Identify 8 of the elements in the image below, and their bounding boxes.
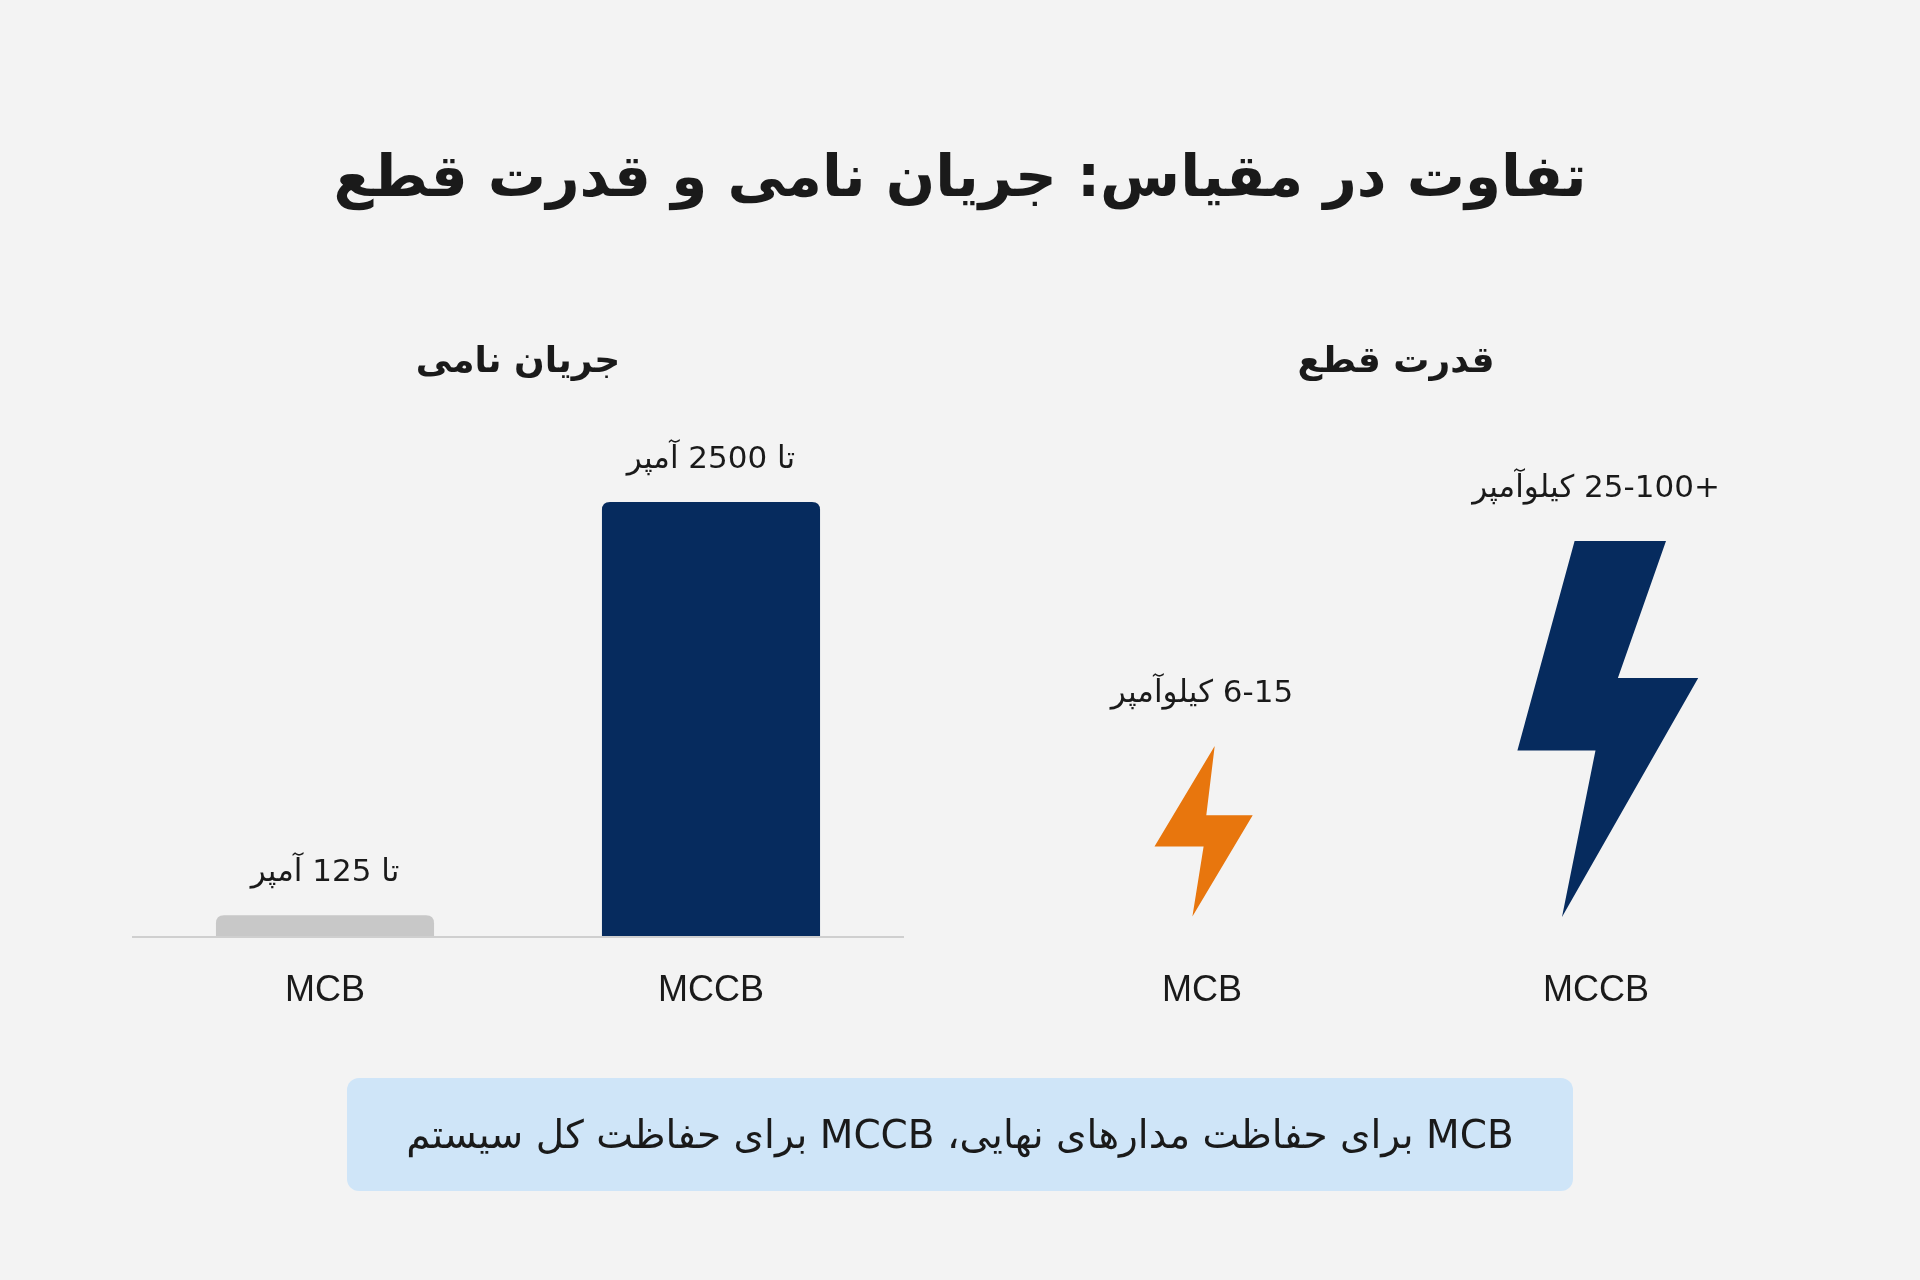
data-label: تا 2500 آمپر	[624, 438, 796, 476]
text: +25-100 کیلوآمپر	[1472, 468, 1720, 504]
text: قدرت قطع	[1297, 338, 1495, 381]
text: 6-15 کیلوآمپر	[1110, 673, 1294, 709]
data-label: تا 125 آمپر	[248, 851, 400, 890]
text: تفاوت در مقیاس: جریان نامی و قدرت قطع	[333, 142, 1587, 211]
text: MCB برای حفاظت مدارهای نهایی، MCCB برای حفاظت کل سیستم	[406, 1111, 1514, 1158]
chart-title: جریان نامی	[415, 338, 621, 381]
